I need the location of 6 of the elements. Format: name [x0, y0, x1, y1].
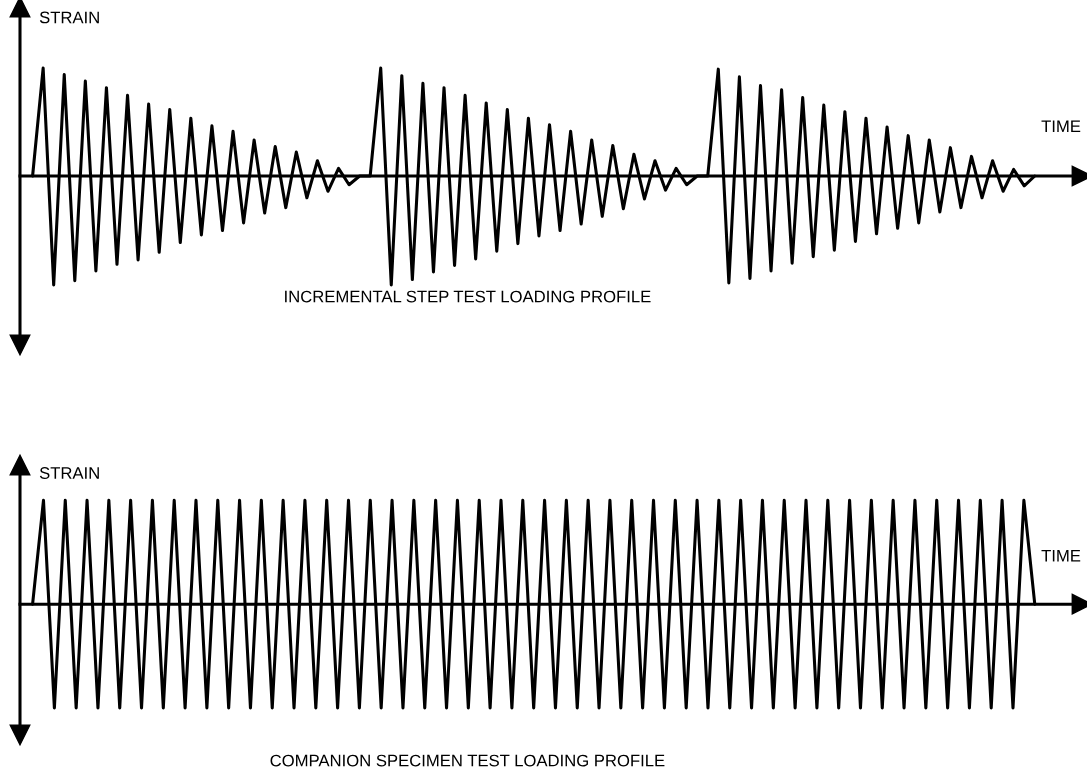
text: COMPANION SPECIMEN TEST LOADING PROFILE	[270, 754, 665, 767]
y-axis-title: STRAIN	[39, 11, 99, 24]
y-axis-title: STRAIN	[39, 467, 99, 479]
x-axis-title: TIME	[1041, 549, 1081, 562]
x-axis-title: TIME	[1041, 120, 1081, 132]
text: INCREMENTAL STEP TEST LOADING PROFILE	[285, 290, 651, 303]
